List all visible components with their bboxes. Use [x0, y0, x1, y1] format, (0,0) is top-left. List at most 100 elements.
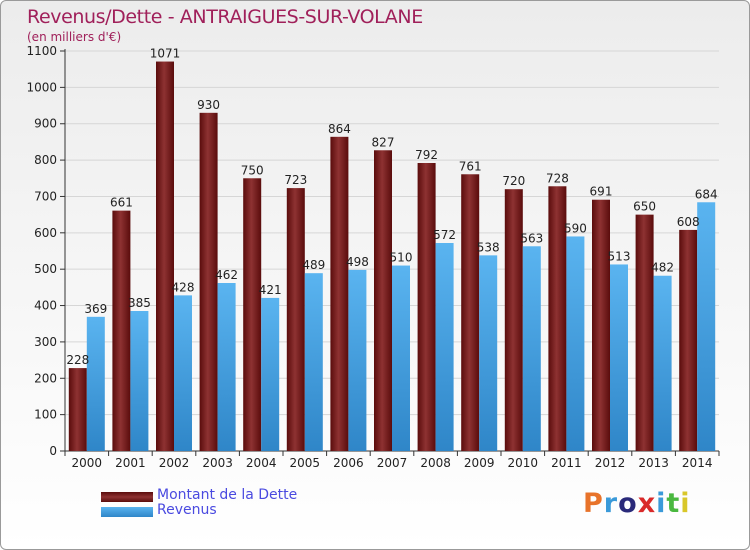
data-label: 608 — [677, 215, 700, 229]
data-label: 538 — [477, 240, 500, 254]
x-tick-label: 2005 — [290, 456, 321, 470]
legend-swatch-dette — [101, 492, 153, 502]
bar-dette — [243, 178, 262, 452]
data-label: 930 — [197, 98, 220, 112]
data-label: 827 — [372, 135, 395, 149]
data-label: 489 — [302, 258, 325, 272]
chart-subtitle: (en milliers d'€) — [27, 30, 122, 44]
y-tick-label: 100 — [34, 408, 57, 422]
bar-revenus — [653, 275, 672, 451]
data-label: 723 — [284, 173, 307, 187]
bar-dette — [112, 210, 131, 451]
data-label: 421 — [259, 283, 282, 297]
bar-dette — [286, 188, 305, 451]
x-tick-label: 2012 — [595, 456, 626, 470]
y-tick-label: 1000 — [26, 80, 57, 94]
y-tick-label: 400 — [34, 299, 57, 313]
bar-dette — [199, 112, 218, 452]
bar-dette — [68, 368, 87, 451]
data-label: 750 — [241, 163, 264, 177]
logo-letter: i — [680, 488, 691, 519]
x-tick-label: 2010 — [508, 456, 539, 470]
x-tick-label: 2013 — [638, 456, 669, 470]
bar-revenus — [435, 243, 454, 451]
y-tick-label: 500 — [34, 262, 57, 276]
logo-letter: x — [637, 488, 657, 519]
data-label: 462 — [215, 268, 238, 282]
data-labels: 228 369 661 385 1071 428 930 462 750 421 723 489 864… — [66, 47, 717, 368]
logo-letter: r — [603, 488, 619, 519]
data-label: 691 — [590, 185, 613, 199]
y-tick-label: 600 — [34, 226, 57, 240]
data-label: 792 — [415, 148, 438, 162]
bar-revenus — [304, 273, 323, 451]
data-label: 650 — [633, 200, 656, 214]
bar-revenus — [130, 311, 149, 451]
bar-dette — [374, 150, 392, 452]
data-label: 1071 — [150, 47, 181, 61]
legend-label-dette: Montant de la Dette — [157, 487, 298, 503]
data-label: 720 — [502, 174, 525, 188]
bar-revenus — [86, 316, 105, 451]
data-label: 761 — [459, 159, 482, 173]
logo-letter: t — [666, 488, 681, 519]
data-label: 728 — [546, 171, 569, 185]
bar-revenus — [217, 283, 236, 451]
y-tick-label: 900 — [34, 117, 57, 131]
data-label: 498 — [346, 255, 369, 269]
x-tick-label: 2014 — [682, 456, 713, 470]
data-label: 513 — [608, 249, 631, 263]
data-label: 482 — [651, 261, 674, 275]
data-label: 572 — [433, 228, 456, 242]
axes: 0 100 200 300 400 500 600 700 800 900 1000 1100 2000… — [26, 44, 720, 470]
bars — [68, 61, 716, 452]
y-tick-label: 800 — [34, 153, 57, 167]
bar-revenus — [348, 269, 367, 451]
y-tick-label: 1100 — [26, 44, 57, 58]
bar-dette — [417, 163, 436, 451]
x-tick-label: 2004 — [246, 456, 277, 470]
data-label: 563 — [520, 231, 543, 245]
data-label: 369 — [84, 302, 107, 316]
bar-revenus — [479, 255, 498, 451]
y-tick-label: 0 — [49, 444, 57, 458]
bar-revenus — [522, 246, 541, 451]
y-tick-label: 700 — [34, 189, 57, 203]
x-tick-label: 2009 — [464, 456, 495, 470]
x-tick-label: 2000 — [72, 456, 103, 470]
data-label: 510 — [390, 251, 413, 265]
x-tick-label: 2006 — [333, 456, 364, 470]
data-label: 428 — [172, 280, 195, 294]
x-tick-label: 2003 — [202, 456, 233, 470]
x-tick-label: 2007 — [377, 456, 408, 470]
bar-dette — [548, 186, 567, 452]
data-label: 385 — [128, 296, 151, 310]
logo-letter: o — [618, 488, 638, 519]
bar-dette — [330, 136, 349, 451]
data-label: 228 — [66, 353, 89, 367]
logo-letter: i — [656, 488, 667, 519]
y-tick-label: 200 — [34, 371, 57, 385]
chart-title: Revenus/Dette - ANTRAIGUES-SUR-VOLANE — [27, 6, 423, 28]
data-label: 684 — [695, 187, 718, 201]
bar-dette — [156, 61, 174, 451]
bar-dette — [592, 199, 610, 451]
bar-dette — [461, 174, 480, 452]
legend-swatch-revenus — [101, 507, 153, 517]
bar-revenus — [392, 265, 410, 451]
x-tick-label: 2008 — [420, 456, 451, 470]
bar-dette — [504, 189, 523, 451]
data-label: 661 — [110, 196, 133, 210]
proxiti-logo: Proxiti — [583, 488, 691, 519]
x-tick-label: 2002 — [159, 456, 190, 470]
bar-revenus — [610, 264, 628, 451]
bar-dette — [635, 214, 654, 451]
bar-revenus — [566, 236, 585, 451]
data-label: 590 — [564, 221, 587, 235]
bar-dette — [679, 229, 698, 451]
logo-letter: P — [583, 488, 604, 519]
data-label: 864 — [328, 122, 351, 136]
y-tick-label: 300 — [34, 335, 57, 349]
